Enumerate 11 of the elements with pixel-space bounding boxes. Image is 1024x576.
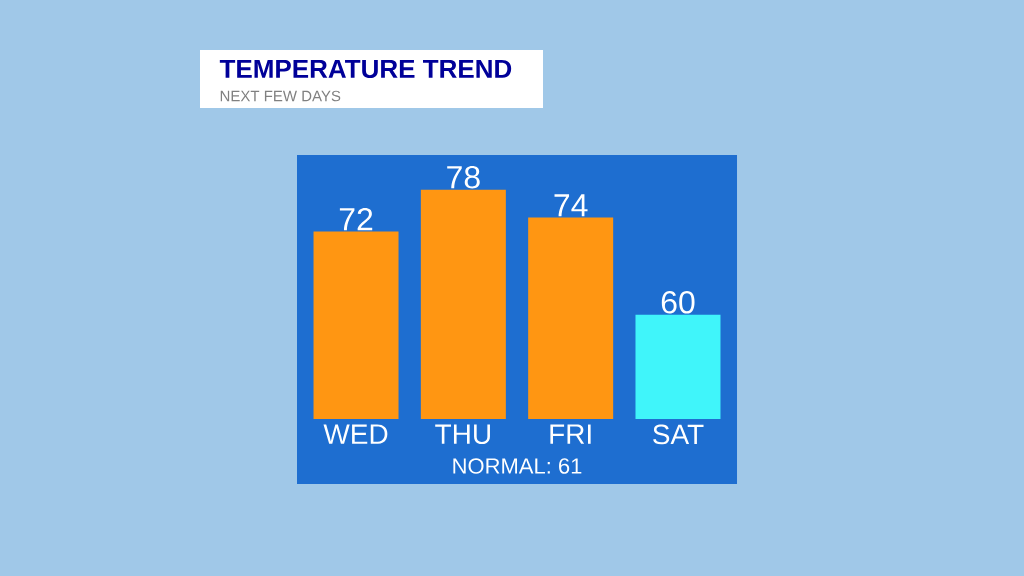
data-label: 72 [339,207,373,231]
data-label: 78 [447,165,480,189]
x-tick-label: FRI [550,424,591,444]
data-label: 60 [661,290,695,314]
chart-subtitle: NEXT FEW DAYS [220,90,341,102]
x-tick-label: WED [323,424,388,444]
x-tick-label: SAT [653,424,704,445]
data-label: 74 [554,194,588,217]
chart-title: TEMPERATURE TREND [219,59,512,79]
x-tick-label: THU [435,424,490,445]
text: NORMAL: 61 [453,458,582,474]
